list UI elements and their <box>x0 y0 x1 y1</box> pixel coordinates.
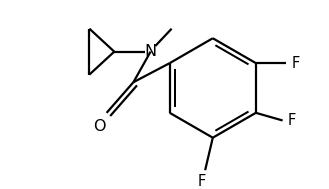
Text: F: F <box>197 174 205 189</box>
Text: O: O <box>93 119 105 134</box>
Text: F: F <box>288 113 296 128</box>
Text: N: N <box>144 44 157 59</box>
Text: F: F <box>292 56 300 71</box>
